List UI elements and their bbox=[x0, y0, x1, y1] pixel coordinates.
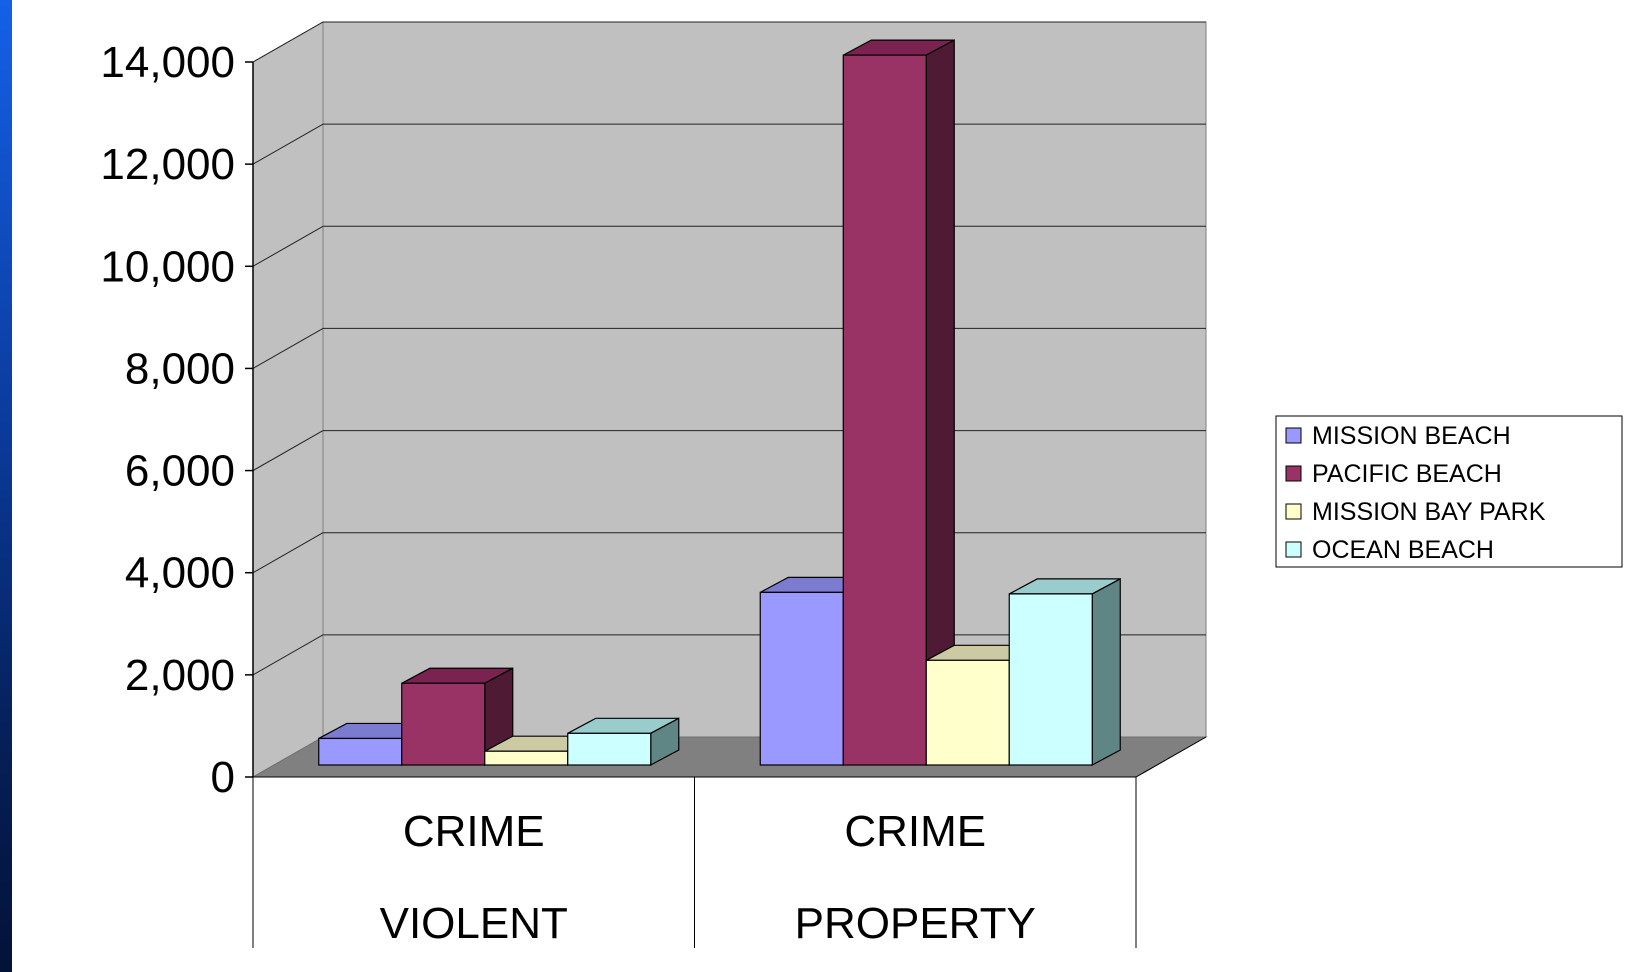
y-tick-label: 8,000 bbox=[125, 344, 235, 393]
category-label-line2: VIOLENT bbox=[380, 899, 568, 948]
gridline-side bbox=[252, 21, 324, 63]
legend-label: MISSION BAY PARK bbox=[1312, 498, 1546, 526]
bar bbox=[925, 659, 1010, 766]
gridlines bbox=[252, 21, 1206, 676]
side-wall bbox=[252, 21, 324, 778]
legend-box bbox=[1275, 415, 1623, 568]
legend-swatch bbox=[1285, 465, 1302, 482]
legend: MISSION BEACH PACIFIC BEACH MISSION BAY PA… bbox=[1275, 415, 1623, 568]
bar bbox=[1008, 593, 1093, 766]
bar bbox=[401, 682, 486, 766]
bar bbox=[318, 737, 403, 766]
gridline-side bbox=[252, 532, 324, 574]
gridline-side bbox=[252, 430, 324, 472]
y-tick-label: 4,000 bbox=[125, 549, 235, 598]
bar bbox=[759, 591, 844, 766]
y-tick-label: 12,000 bbox=[100, 140, 235, 189]
y-tick-label: 0 bbox=[211, 753, 235, 802]
y-tick-label: 2,000 bbox=[125, 651, 235, 700]
bar bbox=[484, 750, 569, 766]
y-tick-label: 6,000 bbox=[125, 447, 235, 496]
bar-side bbox=[1091, 577, 1121, 767]
bar-chart: 02,0004,0006,0008,00010,00012,00014,000 … bbox=[100, 21, 1623, 948]
legend-swatch bbox=[1285, 503, 1302, 520]
y-tick-label: 14,000 bbox=[100, 38, 235, 87]
bar bbox=[567, 732, 652, 766]
gridline-side bbox=[252, 327, 324, 369]
legend-swatch bbox=[1285, 427, 1302, 444]
category-label-line2: PROPERTY bbox=[795, 899, 1036, 948]
gridline-side bbox=[252, 123, 324, 165]
y-axis: 0 2,000 4,000 6,000 8,000 10,000 12,000 14,000 bbox=[100, 38, 254, 802]
legend-swatch bbox=[1285, 541, 1302, 558]
x-axis-depth-line bbox=[1135, 736, 1207, 778]
gridline-side bbox=[252, 225, 324, 267]
legend-label: OCEAN BEACH bbox=[1312, 536, 1494, 564]
gridline-side bbox=[252, 634, 324, 676]
y-tick-label: 10,000 bbox=[100, 242, 235, 291]
category-label-line1: CRIME bbox=[844, 807, 986, 856]
bars bbox=[318, 39, 1121, 767]
bar bbox=[842, 54, 927, 766]
chart-panel: 0 2,000 4,000 6,000 8,000 10,000 12,000 14,000 … bbox=[12, 0, 1627, 972]
legend-label: MISSION BEACH bbox=[1312, 422, 1511, 450]
legend-label: PACIFIC BEACH bbox=[1312, 460, 1502, 488]
x-axis: CRIME VIOLENT CRIME PROPERTY bbox=[252, 736, 1207, 948]
category-label-line1: CRIME bbox=[403, 807, 545, 856]
